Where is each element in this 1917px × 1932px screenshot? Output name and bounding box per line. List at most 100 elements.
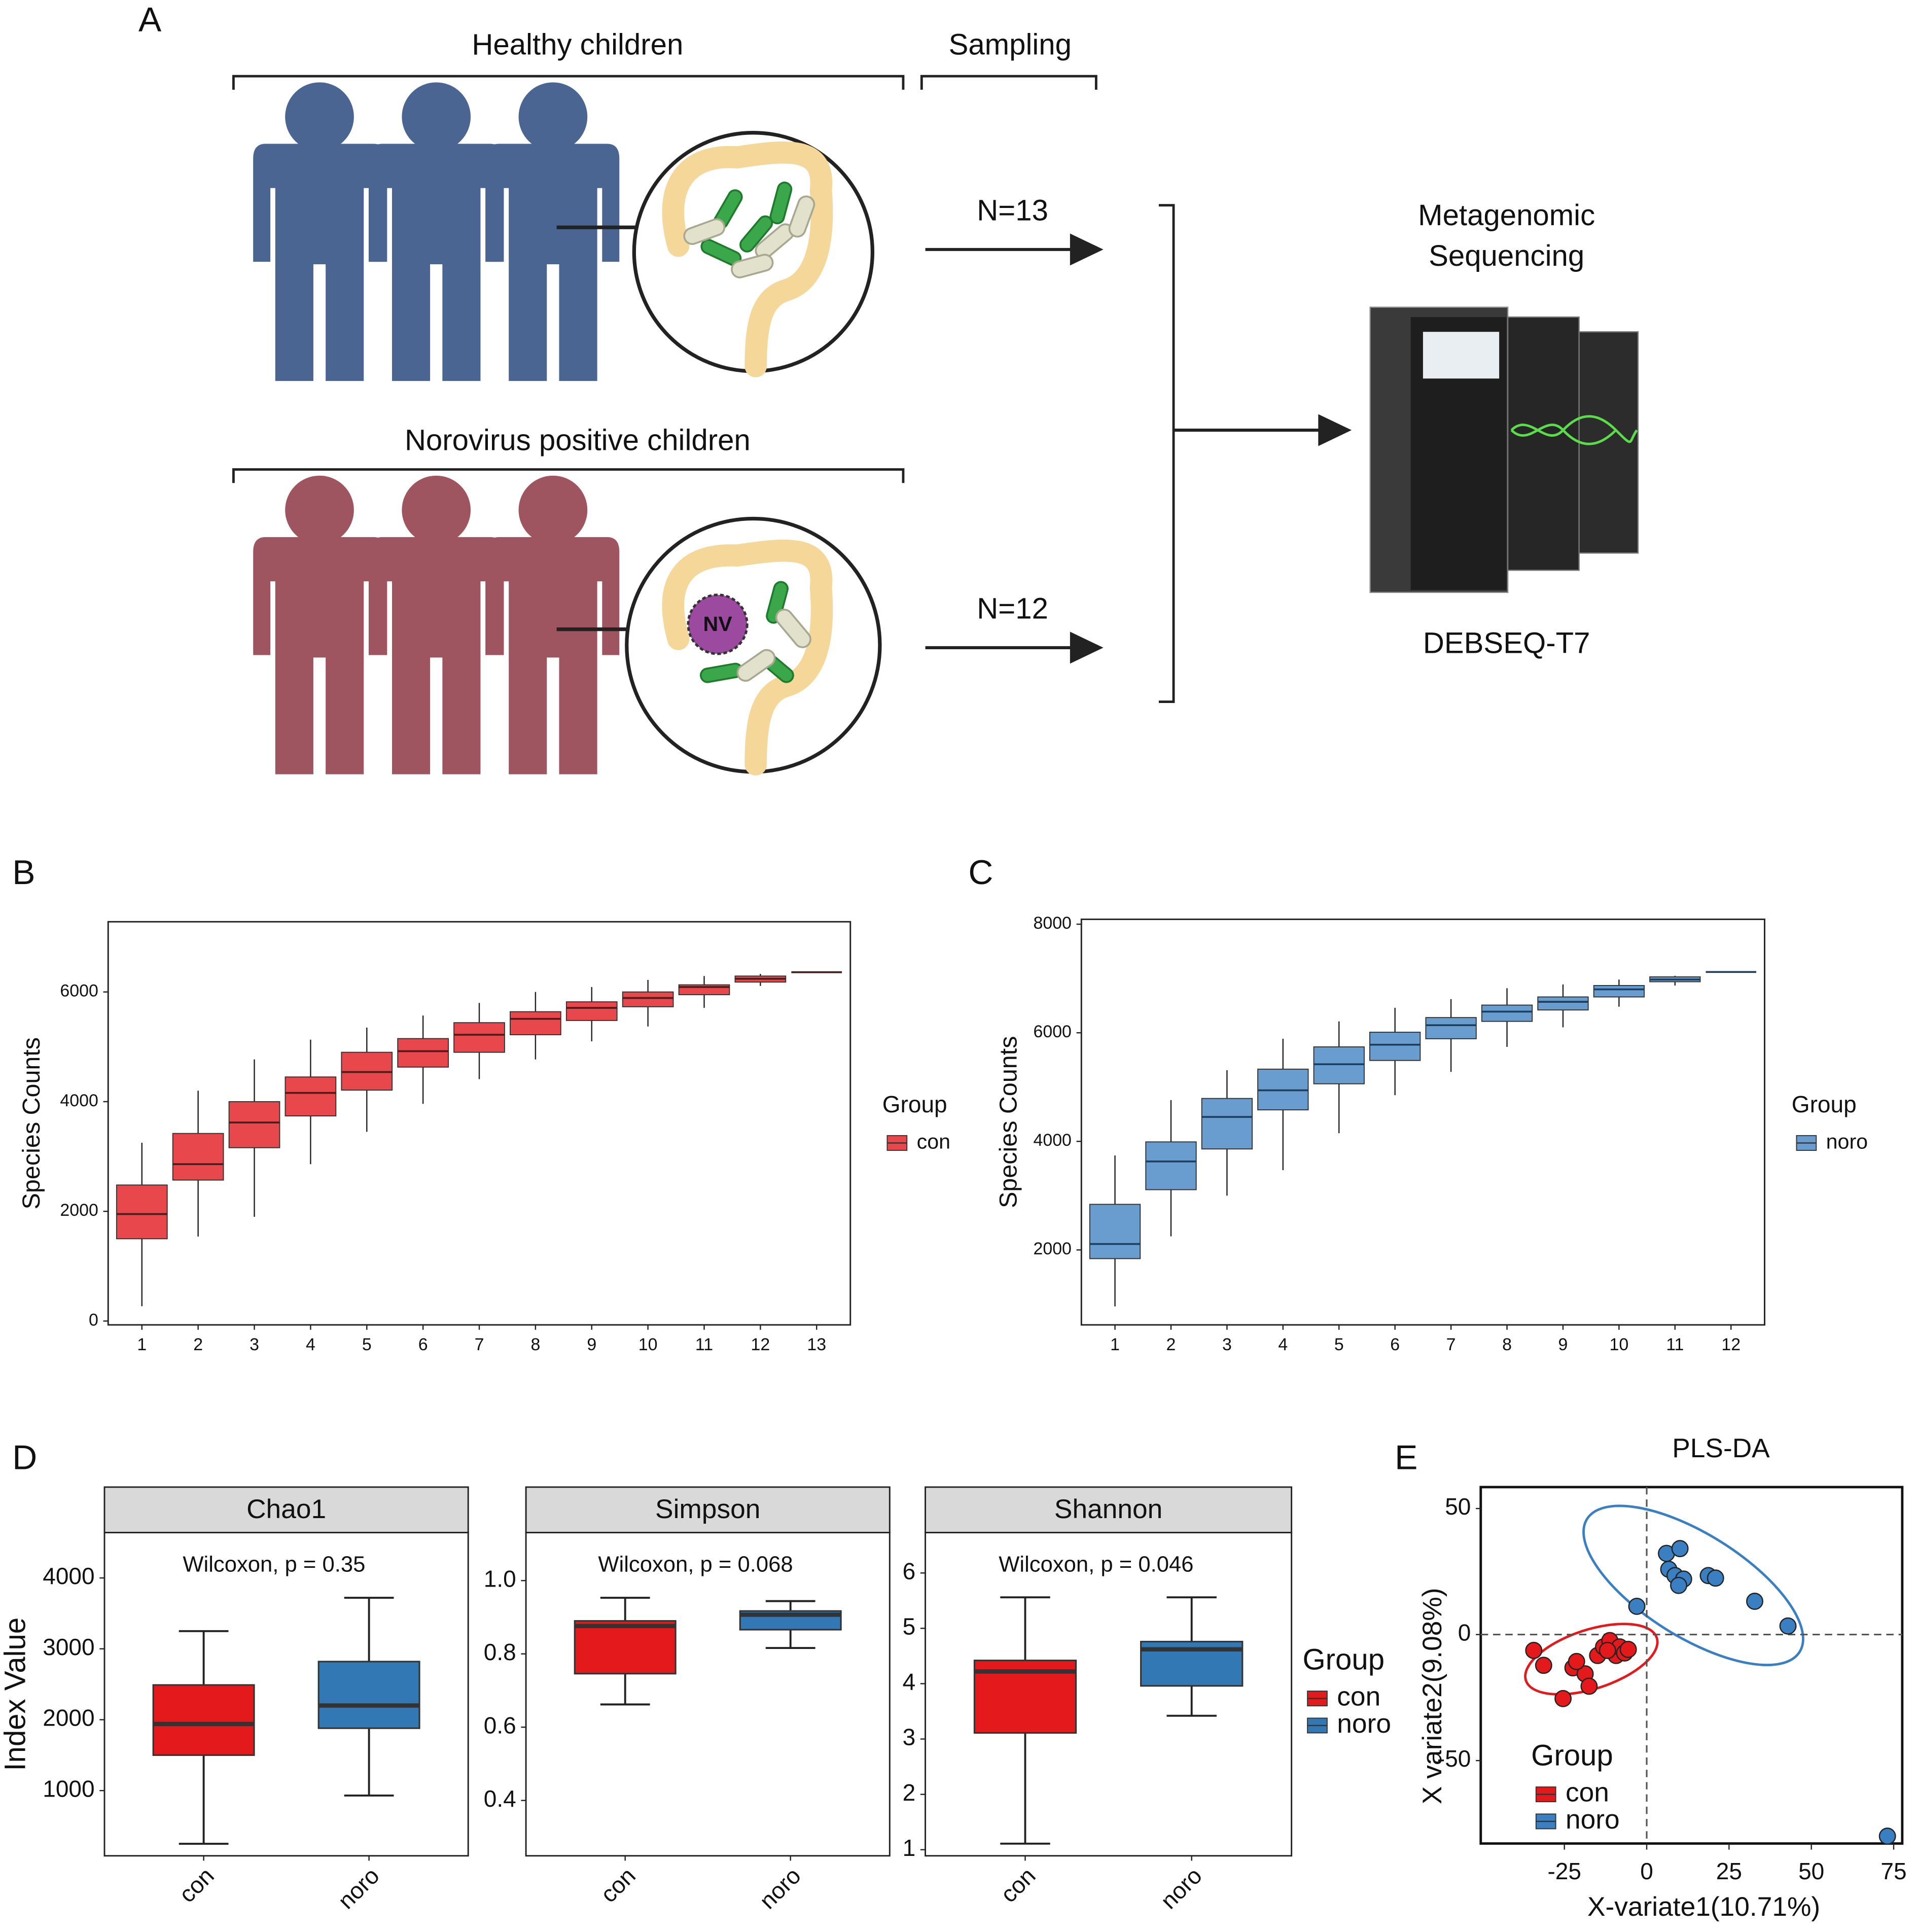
person — [486, 537, 620, 775]
x-tick-label: 11 — [1666, 1335, 1684, 1354]
plot-frame — [525, 1532, 891, 1857]
x-tick-label: 5 — [1334, 1335, 1344, 1354]
legend-title: Group — [882, 1091, 947, 1117]
bracket — [1158, 204, 1175, 703]
point — [1619, 1640, 1637, 1658]
plot-frame — [1080, 918, 1765, 1326]
x-tick-label: 2 — [1166, 1335, 1176, 1354]
y-tick-label: 6000 — [1033, 1022, 1071, 1041]
sequencer — [1369, 306, 1639, 593]
box — [1537, 996, 1589, 1011]
box — [510, 1011, 561, 1035]
x-tick-label: 75 — [1880, 1858, 1906, 1884]
y-axis-label: Species Counts — [18, 1037, 45, 1209]
arrow-head — [1318, 414, 1352, 446]
person — [253, 537, 386, 775]
point — [1671, 1540, 1689, 1558]
x-tick-label: 9 — [1558, 1335, 1568, 1354]
x-tick-label: 10 — [638, 1335, 658, 1354]
facet-strip — [925, 1486, 1293, 1533]
bacterium — [788, 195, 815, 238]
bacterium — [731, 254, 774, 278]
panel-label: E — [1395, 1438, 1417, 1477]
panel-label: B — [12, 854, 35, 892]
y-tick-label: 4000 — [60, 1091, 98, 1110]
y-tick-label: 1.0 — [484, 1565, 516, 1592]
panel-label: C — [968, 854, 993, 892]
y-tick-label: 50 — [1445, 1493, 1471, 1520]
y-tick-label: 4000 — [43, 1563, 94, 1589]
facet-title: Shannon — [1054, 1494, 1162, 1524]
head — [402, 475, 471, 545]
point — [1535, 1657, 1552, 1674]
point — [1580, 1677, 1598, 1695]
panel-label: A — [138, 1, 162, 39]
box — [574, 1620, 677, 1675]
confidence-ellipse — [1524, 1623, 1659, 1696]
box — [1481, 1004, 1533, 1022]
x-tick-label: 1 — [137, 1335, 147, 1354]
x-tick-label: 9 — [587, 1335, 596, 1354]
y-tick-label: -50 — [1437, 1745, 1471, 1772]
x-tick-label: 6 — [418, 1335, 428, 1354]
healthy-people — [253, 82, 620, 381]
head — [285, 475, 354, 545]
x-tick-label: noro — [754, 1863, 806, 1914]
x-tick-label: 5 — [362, 1335, 372, 1354]
x-tick-label: 0 — [1640, 1858, 1653, 1884]
person — [486, 144, 620, 381]
box — [152, 1684, 255, 1756]
x-tick-label: con — [174, 1863, 219, 1908]
point — [1599, 1641, 1616, 1659]
bracket — [232, 75, 1097, 90]
person — [370, 537, 503, 775]
box — [1145, 1141, 1197, 1190]
y-tick-label: 0 — [1458, 1620, 1471, 1646]
point — [1779, 1617, 1797, 1635]
x-tick-label: 6 — [1390, 1335, 1400, 1354]
box — [116, 1184, 168, 1240]
legend-label: noro — [1337, 1709, 1391, 1739]
bacterium — [775, 609, 811, 648]
legend-title: Group — [1531, 1739, 1613, 1772]
x-tick-label: 4 — [306, 1335, 315, 1354]
x-tick-label: 8 — [530, 1335, 540, 1354]
x-tick-label: 8 — [1502, 1335, 1512, 1354]
wave — [1510, 424, 1617, 445]
y-tick-label: 2000 — [43, 1705, 94, 1731]
x-tick-label: 13 — [807, 1335, 826, 1354]
legend-label: noro — [1566, 1805, 1620, 1835]
y-axis-label: X variate2(9.08%) — [1417, 1588, 1447, 1804]
x-tick-label: 1 — [1110, 1335, 1120, 1354]
legend-label: con — [1337, 1682, 1380, 1712]
box — [453, 1022, 505, 1053]
x-tick-label: con — [995, 1863, 1040, 1908]
x-tick-label: -25 — [1547, 1858, 1581, 1884]
point — [1707, 1569, 1724, 1587]
y-tick-label: 8000 — [1033, 914, 1071, 933]
y-tick-label: 1000 — [43, 1775, 94, 1802]
facet-title: Chao1 — [246, 1494, 326, 1524]
bracket — [232, 468, 905, 483]
y-tick-label: 0.4 — [484, 1785, 516, 1812]
x-tick-label: 50 — [1798, 1858, 1824, 1884]
facet-strip — [525, 1486, 891, 1533]
box — [285, 1076, 337, 1117]
sample-size: N=13 — [977, 194, 1048, 227]
box — [1089, 1204, 1141, 1259]
facet-title: Simpson — [655, 1494, 760, 1524]
y-tick-label: 2 — [903, 1779, 916, 1806]
machine-screen — [1423, 332, 1500, 379]
point — [1568, 1653, 1585, 1670]
panel-label: D — [12, 1438, 37, 1477]
gut-healthy — [632, 131, 875, 377]
sample-size: N=12 — [977, 592, 1048, 625]
y-tick-label: 2000 — [60, 1201, 98, 1220]
arrow-head — [1070, 233, 1104, 266]
x-tick-label: 7 — [1446, 1335, 1456, 1354]
head — [402, 82, 471, 152]
box — [1425, 1017, 1477, 1039]
legend-title: Group — [1792, 1091, 1857, 1117]
point — [1670, 1576, 1687, 1594]
